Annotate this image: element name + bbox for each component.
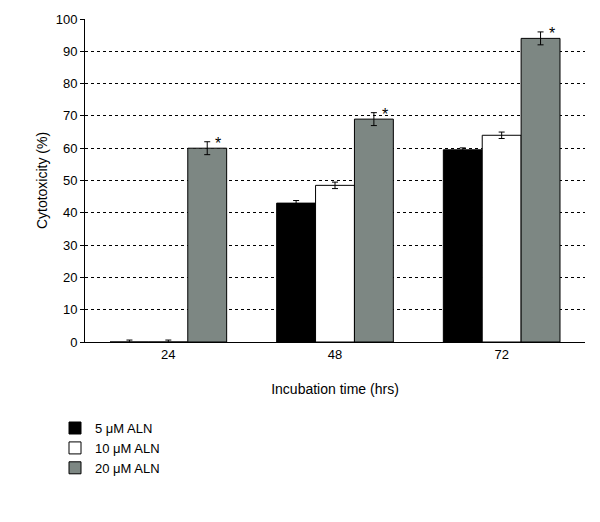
- svg-text:24: 24: [161, 347, 175, 362]
- svg-text:72: 72: [494, 347, 508, 362]
- svg-text:10: 10: [63, 302, 77, 317]
- svg-text:30: 30: [63, 238, 77, 253]
- svg-text:5 μM ALN: 5 μM ALN: [95, 421, 152, 436]
- svg-text:Cytotoxicity (%): Cytotoxicity (%): [34, 132, 50, 229]
- svg-text:0: 0: [70, 335, 77, 350]
- svg-text:20 μM ALN: 20 μM ALN: [95, 461, 160, 476]
- svg-text:*: *: [549, 25, 555, 42]
- svg-text:*: *: [382, 106, 388, 123]
- svg-text:70: 70: [63, 108, 77, 123]
- svg-text:48: 48: [328, 347, 342, 362]
- svg-text:90: 90: [63, 44, 77, 59]
- svg-text:10 μM ALN: 10 μM ALN: [95, 441, 160, 456]
- svg-text:60: 60: [63, 141, 77, 156]
- svg-text:Incubation time (hrs): Incubation time (hrs): [271, 381, 399, 397]
- svg-text:100: 100: [56, 12, 78, 27]
- svg-text:50: 50: [63, 173, 77, 188]
- svg-text:20: 20: [63, 270, 77, 285]
- svg-text:80: 80: [63, 76, 77, 91]
- svg-text:40: 40: [63, 205, 77, 220]
- svg-text:*: *: [215, 135, 221, 152]
